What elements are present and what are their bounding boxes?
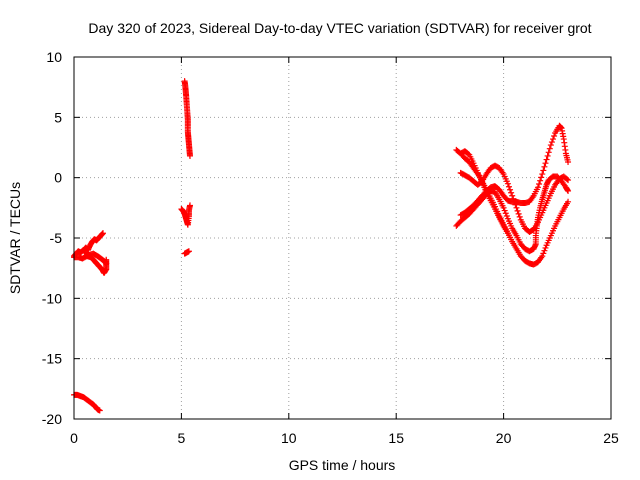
data-point [508, 189, 515, 196]
data-point [538, 174, 545, 181]
data-points [71, 78, 572, 414]
data-point [537, 177, 544, 184]
data-point [539, 253, 546, 260]
series-late-c [457, 122, 572, 219]
data-point [185, 248, 192, 255]
data-point [548, 139, 555, 146]
data-point [99, 230, 106, 237]
data-point [545, 149, 552, 156]
data-point [503, 212, 510, 219]
data-point [543, 156, 550, 163]
data-point [513, 204, 520, 211]
series-late-e [457, 148, 511, 237]
series-early-c [81, 249, 110, 267]
data-point [542, 244, 549, 251]
data-point [544, 152, 551, 159]
data-point [550, 136, 557, 143]
data-point [505, 183, 512, 190]
data-point [539, 171, 546, 178]
y-tick-label: 10 [46, 49, 62, 65]
data-point [514, 207, 521, 214]
y-tick-label: 5 [54, 109, 62, 125]
data-point [500, 204, 507, 211]
data-point [541, 163, 548, 170]
series-early-a [71, 230, 106, 260]
data-point [540, 167, 547, 174]
data-point [546, 145, 553, 152]
series-late-d [457, 162, 572, 235]
y-tick-label: -10 [42, 290, 62, 306]
series-early-d [71, 391, 103, 414]
data-point [186, 152, 193, 159]
data-point [504, 230, 511, 237]
x-axis-label: GPS time / hours [289, 457, 396, 473]
y-axis-label: SDTVAR / TECUs [7, 182, 23, 294]
data-point [516, 213, 523, 220]
data-point [547, 142, 554, 149]
x-tick-label: 10 [281, 430, 297, 446]
data-point [512, 201, 519, 208]
data-point [541, 247, 548, 254]
data-point [186, 202, 193, 209]
data-point [501, 207, 508, 214]
y-tick-label: 0 [54, 170, 62, 186]
data-point [511, 198, 518, 205]
data-point [565, 158, 572, 165]
series-mid-b [181, 248, 192, 257]
data-point [565, 187, 572, 194]
plot-frame [73, 56, 612, 420]
x-tick-label: 20 [496, 430, 512, 446]
data-point [515, 210, 522, 217]
data-point [510, 195, 517, 202]
data-point [465, 150, 472, 157]
data-point [565, 177, 572, 184]
data-point [103, 260, 110, 267]
x-tick-label: 15 [388, 430, 404, 446]
data-point [96, 407, 103, 414]
data-point [540, 250, 547, 257]
y-tick-label: -5 [50, 230, 63, 246]
data-point [507, 186, 514, 193]
x-tick-label: 5 [178, 430, 186, 446]
series-spike [181, 78, 193, 159]
axis-tick-labels: 0 5 10 15 20 25 -20 -15 -10 -5 0 5 10 [42, 49, 619, 446]
data-point [536, 181, 543, 188]
data-point [534, 184, 541, 191]
x-tick-label: 25 [603, 430, 619, 446]
data-point [563, 176, 570, 183]
series-late-a [453, 173, 572, 255]
data-point [565, 198, 572, 205]
data-point [542, 160, 549, 167]
grid [74, 57, 611, 419]
data-point [504, 180, 511, 187]
data-point [509, 192, 516, 199]
chart-title: Day 320 of 2023, Sidereal Day-to-day VTE… [88, 20, 591, 36]
series-mid-a [178, 202, 193, 228]
data-point [551, 133, 558, 140]
data-point [502, 210, 509, 217]
y-tick-label: -20 [42, 411, 62, 427]
x-tick-label: 0 [70, 430, 78, 446]
y-tick-label: -15 [42, 351, 62, 367]
